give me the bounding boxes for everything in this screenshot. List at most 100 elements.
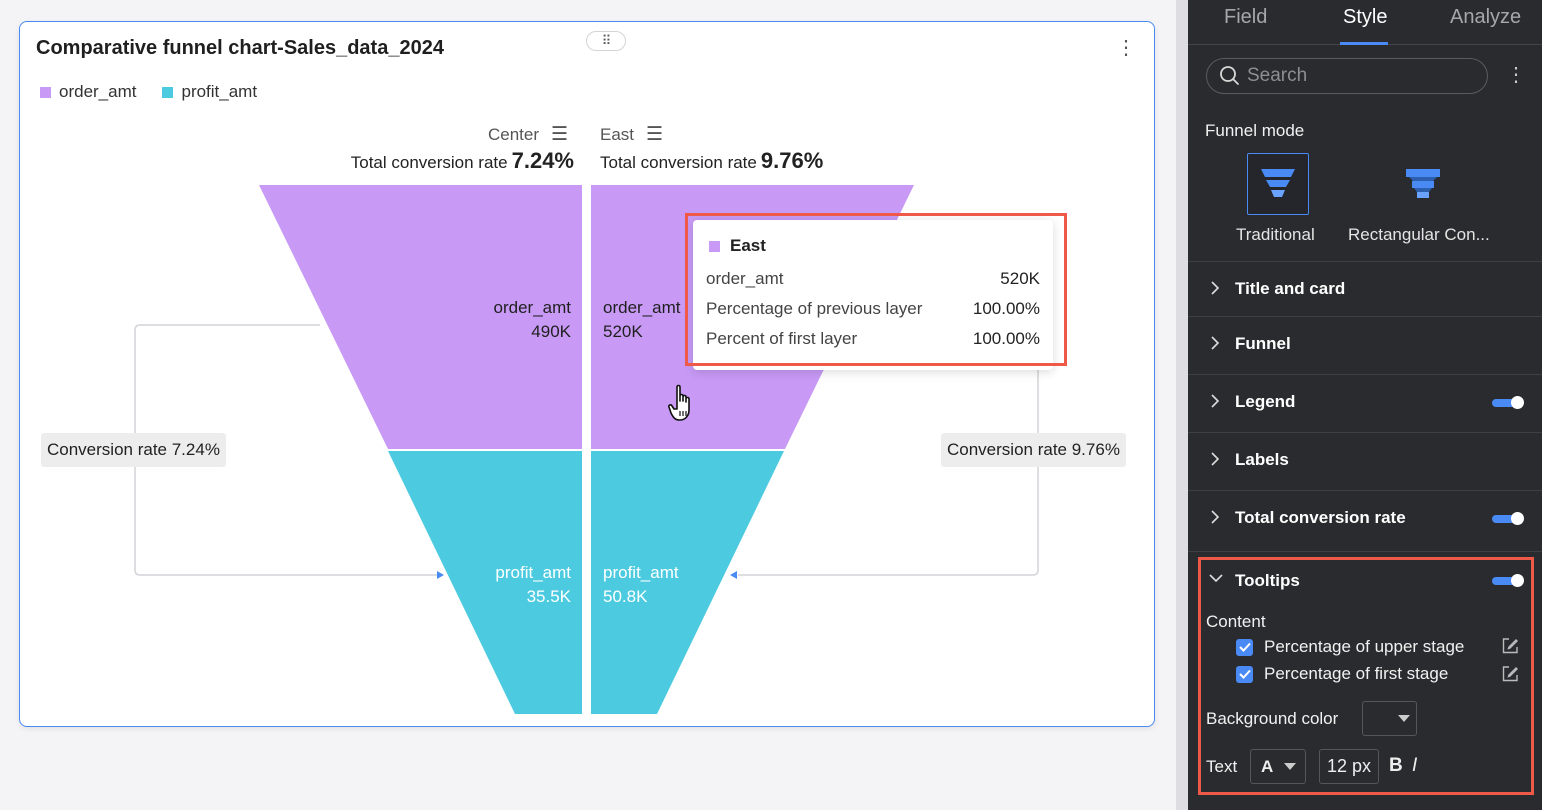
tab-field[interactable]: Field	[1224, 6, 1268, 28]
checkbox-checked-icon[interactable]	[1236, 665, 1253, 683]
arrow-icon	[437, 571, 444, 579]
funnel-segment-center-order-amt[interactable]	[259, 185, 582, 449]
panel-resizer[interactable]	[1176, 0, 1188, 810]
stage-name: order_amt	[603, 298, 681, 317]
font-color-select[interactable]: A	[1250, 749, 1306, 784]
column-name: East	[600, 124, 635, 144]
segment-label: profit_amt 50.8K	[603, 561, 679, 609]
active-tab-indicator	[1340, 42, 1388, 45]
caret-down-icon	[1284, 763, 1296, 770]
total-conversion-east: Total conversion rate 9.76%	[600, 148, 823, 174]
background-color-label: Background color	[1206, 709, 1339, 728]
section-label: Legend	[1235, 392, 1296, 411]
funnel-mode-label: Funnel mode	[1205, 121, 1305, 140]
menu-icon[interactable]: ☰	[551, 124, 569, 145]
tooltip-row-label: Percent of first layer	[706, 329, 858, 348]
segment-label: profit_amt 35.5K	[470, 561, 571, 609]
card-more-icon[interactable]: ⋮	[1116, 37, 1136, 59]
chevron-down-icon[interactable]	[1208, 573, 1224, 583]
segment-label: order_amt 490K	[470, 296, 571, 344]
chevron-right-icon	[1211, 452, 1220, 466]
traditional-funnel-icon	[1261, 169, 1295, 197]
total-conversion-value: 9.76%	[760, 148, 824, 173]
stage-name: order_amt	[493, 298, 571, 317]
card-title: Comparative funnel chart-Sales_data_2024	[36, 37, 444, 59]
total-conversion-label: Total conversion rate	[600, 153, 757, 172]
edit-icon[interactable]	[1501, 665, 1519, 683]
column-name: Center	[488, 124, 540, 144]
section-legend[interactable]: Legend	[1188, 374, 1542, 430]
tooltip-row-value: 100.00%	[972, 299, 1040, 318]
mode-caption: Traditional	[1236, 225, 1315, 244]
segment-label: order_amt 520K	[603, 296, 680, 344]
tooltip-row: Percentage of previous layer 100.00%	[706, 299, 1040, 319]
stage-value: 50.8K	[603, 587, 648, 606]
stage-value: 490K	[531, 322, 571, 341]
tooltip-header: East	[709, 236, 766, 256]
total-conversion-value: 7.24%	[511, 148, 574, 173]
conversion-rate-label-center: Conversion rate 7.24%	[41, 433, 226, 467]
legend-swatch	[40, 86, 51, 98]
column-header-east: East ☰	[600, 123, 663, 146]
font-glyph: A	[1261, 757, 1274, 776]
edit-icon[interactable]	[1501, 637, 1519, 655]
panel-more-icon[interactable]: ⋮	[1506, 64, 1526, 86]
stage-name: profit_amt	[603, 563, 679, 582]
search-box[interactable]	[1206, 58, 1488, 94]
drag-handle[interactable]: ⠿	[586, 31, 626, 51]
legend-item-profit-amt[interactable]: profit_amt	[162, 82, 257, 102]
option-upper-stage[interactable]: Percentage of upper stage	[1236, 637, 1464, 657]
mode-caption: Rectangular Con...	[1348, 225, 1490, 244]
tooltip-row-label: order_amt	[706, 269, 784, 288]
section-label: Title and card	[1235, 279, 1346, 298]
option-first-stage[interactable]: Percentage of first stage	[1236, 664, 1448, 684]
tooltip-title: East	[730, 236, 766, 255]
mode-rectangular-button[interactable]	[1392, 153, 1454, 215]
section-title-and-card[interactable]: Title and card	[1188, 261, 1542, 317]
font-size-input[interactable]: 12 px	[1319, 749, 1379, 784]
style-panel: Field Style Analyze ⋮ Funnel mode Tradit…	[1188, 0, 1542, 810]
tab-analyze[interactable]: Analyze	[1450, 6, 1522, 28]
content-label: Content	[1206, 612, 1266, 631]
legend-item-order-amt[interactable]: order_amt	[40, 82, 136, 102]
bold-button[interactable]: B	[1389, 755, 1403, 776]
funnel-segment-center-profit-amt[interactable]	[388, 451, 582, 714]
section-total-conversion-rate[interactable]: Total conversion rate	[1188, 490, 1542, 546]
checkbox-checked-icon[interactable]	[1236, 638, 1253, 656]
total-conversion-toggle[interactable]	[1492, 512, 1524, 525]
legend-toggle[interactable]	[1492, 396, 1524, 409]
stage-value: 520K	[603, 322, 643, 341]
menu-icon[interactable]: ☰	[646, 124, 664, 145]
section-label: Total conversion rate	[1235, 508, 1406, 527]
hand-cursor-icon	[668, 384, 690, 421]
section-label: Labels	[1235, 450, 1289, 469]
total-conversion-label: Total conversion rate	[350, 153, 508, 172]
mode-traditional-button[interactable]	[1247, 153, 1309, 215]
section-labels[interactable]: Labels	[1188, 432, 1542, 488]
search-input[interactable]	[1247, 65, 1467, 87]
legend-swatch	[162, 86, 174, 98]
arrow-icon	[730, 571, 737, 579]
column-header-center: Center ☰	[488, 123, 568, 146]
tooltip-row: Percent of first layer 100.00%	[706, 329, 1040, 349]
tooltips-toggle[interactable]	[1492, 574, 1524, 587]
funnel-segment-east-profit-amt[interactable]	[591, 451, 784, 714]
tab-style[interactable]: Style	[1343, 6, 1388, 28]
background-color-picker[interactable]	[1362, 701, 1417, 736]
legend-label: profit_amt	[181, 82, 258, 101]
section-funnel[interactable]: Funnel	[1188, 316, 1542, 372]
chevron-right-icon	[1211, 510, 1220, 524]
stage-value: 35.5K	[526, 587, 571, 606]
total-conversion-center: Total conversion rate 7.24%	[351, 148, 574, 174]
legend: order_amt profit_amt	[40, 82, 257, 102]
option-label: Percentage of upper stage	[1264, 637, 1465, 656]
chart-card[interactable]: ⠿	[19, 21, 1155, 727]
conversion-rate-label-east: Conversion rate 9.76%	[941, 433, 1126, 467]
italic-button[interactable]: I	[1412, 755, 1418, 776]
section-label[interactable]: Tooltips	[1235, 571, 1300, 590]
section-label: Funnel	[1235, 334, 1291, 353]
search-icon	[1220, 66, 1239, 85]
caret-down-icon	[1398, 715, 1410, 722]
legend-label: order_amt	[59, 82, 137, 101]
tooltip-highlight-box	[685, 213, 1067, 366]
